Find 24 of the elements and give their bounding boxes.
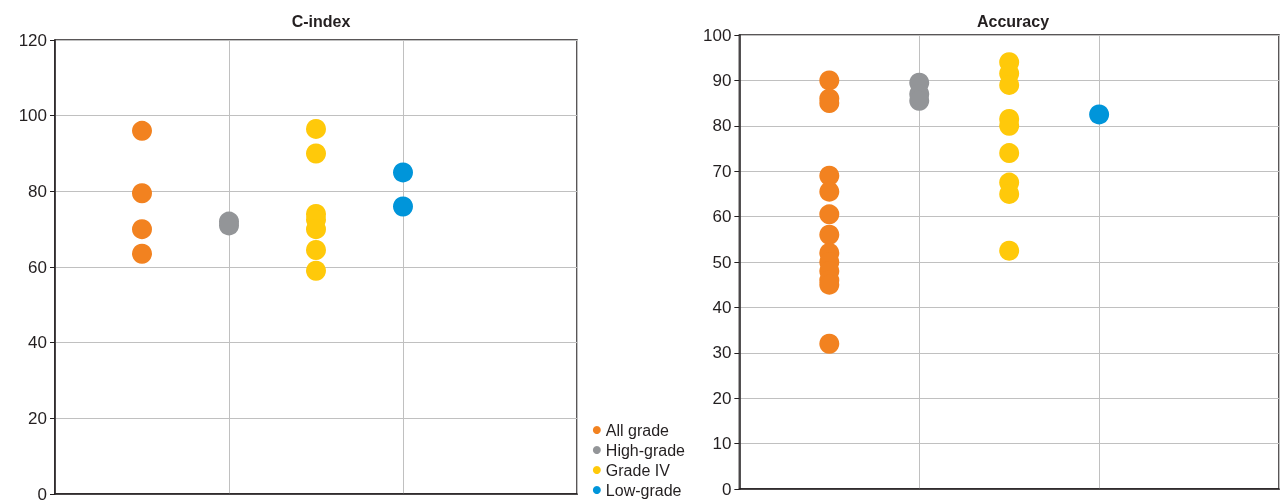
y-tick-label: 50 — [712, 252, 732, 272]
y-tick-label: 20 — [28, 408, 47, 428]
y-tick-label: 40 — [712, 297, 732, 317]
y-tick-label: 40 — [28, 333, 47, 353]
y-tick-label: 100 — [702, 25, 732, 45]
y-tick-label: 10 — [712, 434, 732, 454]
y-tick-label: 80 — [28, 181, 47, 201]
y-tick-label: 100 — [18, 106, 47, 126]
legend-label: All grade — [605, 421, 670, 439]
y-tick-label: 30 — [712, 343, 732, 363]
legend-label: High-grade — [605, 441, 686, 459]
y-tick-label: 0 — [721, 479, 732, 499]
y-tick-label: 0 — [37, 484, 47, 503]
y-tick-label: 90 — [712, 70, 732, 90]
legend-label: Grade IV — [605, 461, 671, 479]
legend-label: Low-grade — [605, 481, 682, 499]
y-tick-label: 80 — [712, 116, 732, 136]
y-tick-label: 60 — [28, 257, 47, 277]
chart-title: Accuracy — [976, 12, 1050, 30]
chart-title: C-index — [291, 12, 351, 30]
y-tick-label: 60 — [712, 207, 732, 227]
y-tick-label: 120 — [18, 30, 47, 50]
y-tick-label: 20 — [712, 388, 732, 408]
y-tick-label: 70 — [712, 161, 732, 181]
